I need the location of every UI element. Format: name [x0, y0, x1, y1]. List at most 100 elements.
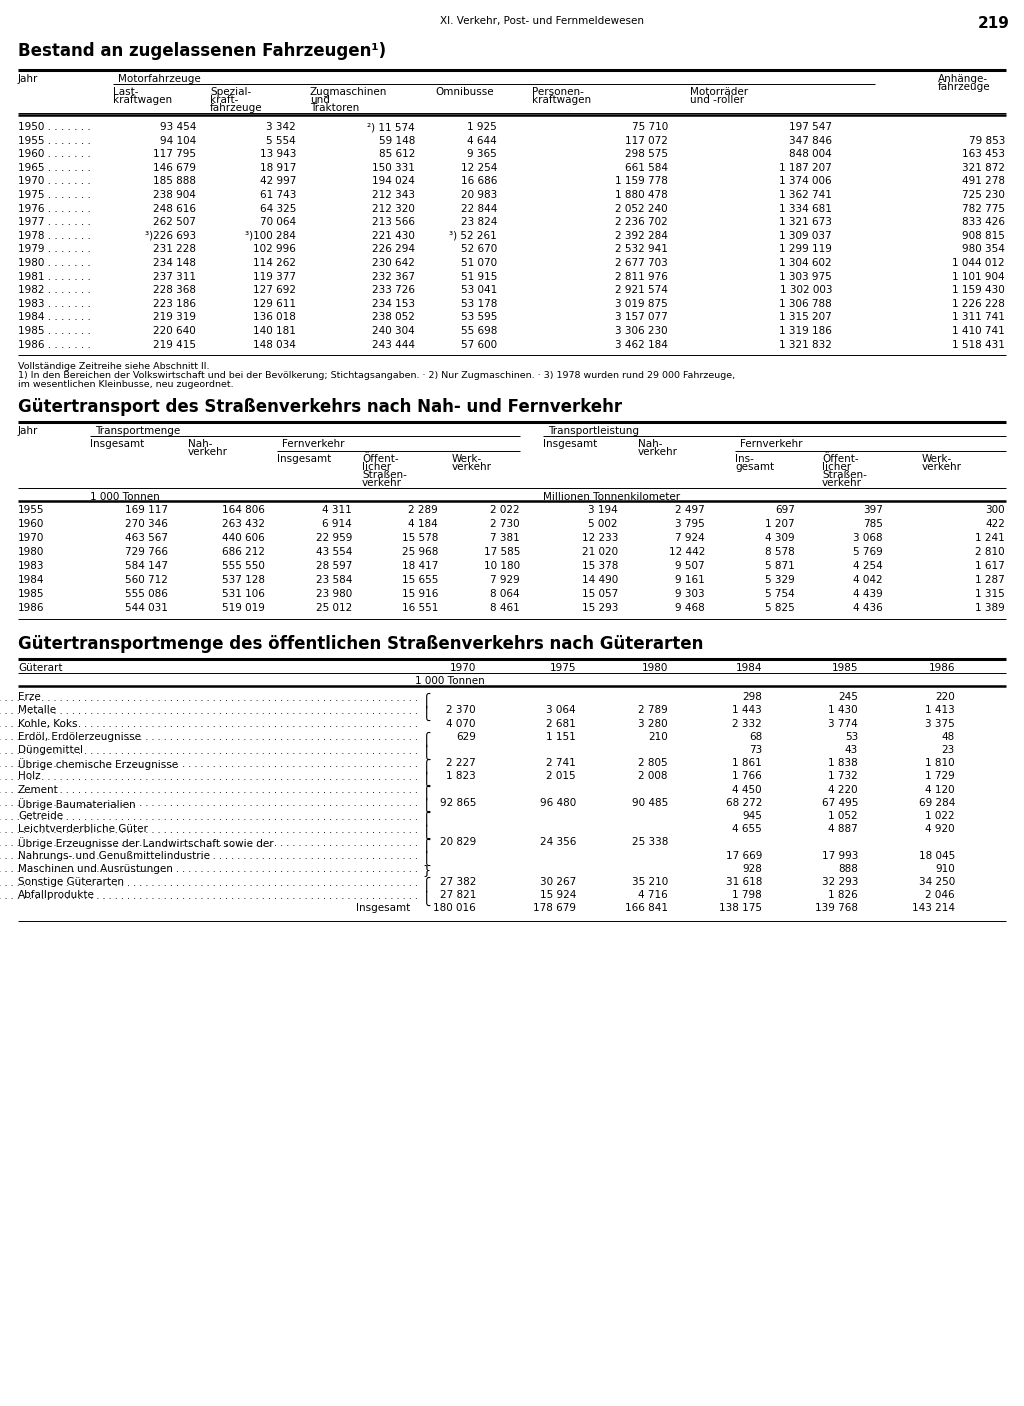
Text: 16 686: 16 686	[461, 176, 497, 187]
Text: 146 679: 146 679	[153, 163, 196, 173]
Text: 782 775: 782 775	[962, 204, 1005, 214]
Text: 48: 48	[942, 731, 955, 742]
Text: 1979 . . . . . . .: 1979 . . . . . . .	[18, 245, 91, 254]
Text: 8 578: 8 578	[765, 547, 795, 557]
Text: 1 798: 1 798	[732, 890, 762, 900]
Text: 2 046: 2 046	[926, 890, 955, 900]
Text: 1970: 1970	[450, 664, 476, 673]
Text: 53 178: 53 178	[461, 299, 497, 309]
Text: 27 382: 27 382	[439, 877, 476, 887]
Text: 4 120: 4 120	[926, 785, 955, 794]
Text: 1982 . . . . . . .: 1982 . . . . . . .	[18, 285, 91, 295]
Text: 1 000 Tonnen: 1 000 Tonnen	[90, 492, 160, 502]
Text: verkehr: verkehr	[922, 463, 962, 472]
Text: 223 186: 223 186	[153, 299, 196, 309]
Text: 1 732: 1 732	[828, 772, 858, 782]
Text: 22 959: 22 959	[315, 533, 352, 543]
Text: Metalle: Metalle	[18, 706, 56, 716]
Text: 92 865: 92 865	[439, 797, 476, 808]
Text: Erdöl, Erdölerzeugnisse: Erdöl, Erdölerzeugnisse	[18, 731, 141, 742]
Text: Öffent-: Öffent-	[822, 454, 859, 464]
Text: licher: licher	[822, 463, 851, 472]
Text: Übrige Baumaterialien: Übrige Baumaterialien	[18, 797, 135, 810]
Text: Transportleistung: Transportleistung	[548, 426, 639, 436]
Text: ³)226 693: ³)226 693	[144, 231, 196, 240]
Text: 23: 23	[942, 745, 955, 755]
Text: 93 454: 93 454	[160, 122, 196, 132]
Text: 1985: 1985	[18, 589, 44, 599]
Text: 1 413: 1 413	[926, 706, 955, 716]
Text: 2 370: 2 370	[446, 706, 476, 716]
Text: 1984 . . . . . . .: 1984 . . . . . . .	[18, 312, 91, 322]
Text: Nahrungs- und Genußmittelindustrie: Nahrungs- und Genußmittelindustrie	[18, 851, 210, 860]
Text: 13 943: 13 943	[260, 149, 296, 159]
Text: 210: 210	[648, 731, 668, 742]
Text: Bestand an zugelassenen Fahrzeugen¹): Bestand an zugelassenen Fahrzeugen¹)	[18, 42, 386, 60]
Text: 686 212: 686 212	[222, 547, 265, 557]
Text: 25 968: 25 968	[401, 547, 438, 557]
Text: 1984: 1984	[18, 575, 44, 585]
Text: ⎩: ⎩	[422, 706, 431, 721]
Text: 1980: 1980	[642, 664, 668, 673]
Text: 194 024: 194 024	[372, 176, 415, 187]
Text: 15 378: 15 378	[582, 561, 618, 571]
Text: 1 617: 1 617	[975, 561, 1005, 571]
Text: 1983: 1983	[18, 561, 44, 571]
Text: 4 436: 4 436	[853, 603, 883, 613]
Text: 945: 945	[742, 811, 762, 821]
Text: 102 996: 102 996	[253, 245, 296, 254]
Text: 138 175: 138 175	[719, 904, 762, 914]
Text: 3 064: 3 064	[547, 706, 575, 716]
Text: 96 480: 96 480	[540, 797, 575, 808]
Text: 220 640: 220 640	[154, 326, 196, 336]
Text: 2 741: 2 741	[546, 758, 575, 768]
Text: 1980 . . . . . . .: 1980 . . . . . . .	[18, 257, 91, 269]
Text: . . . . . . . . . . . . . . . . . . . . . . . . . . . . . . . . . . . . . . . . : . . . . . . . . . . . . . . . . . . . . …	[0, 851, 418, 860]
Text: 169 117: 169 117	[125, 505, 168, 515]
Text: 240 304: 240 304	[373, 326, 415, 336]
Text: Straßen-: Straßen-	[362, 470, 407, 481]
Text: 729 766: 729 766	[125, 547, 168, 557]
Text: Fernverkehr: Fernverkehr	[740, 439, 803, 449]
Text: 219 415: 219 415	[153, 340, 196, 350]
Text: 67 495: 67 495	[821, 797, 858, 808]
Text: 2 805: 2 805	[638, 758, 668, 768]
Text: 1 159 778: 1 159 778	[615, 176, 668, 187]
Text: 34 250: 34 250	[919, 877, 955, 887]
Text: 52 670: 52 670	[461, 245, 497, 254]
Text: Insgesamt: Insgesamt	[543, 439, 597, 449]
Text: 300: 300	[985, 505, 1005, 515]
Text: 3 068: 3 068	[853, 533, 883, 543]
Text: 221 430: 221 430	[372, 231, 415, 240]
Text: im wesentlichen Kleinbusse, neu zugeordnet.: im wesentlichen Kleinbusse, neu zugeordn…	[18, 380, 233, 389]
Text: 347 846: 347 846	[790, 135, 831, 146]
Text: 2 392 284: 2 392 284	[615, 231, 668, 240]
Text: 1 362 741: 1 362 741	[779, 190, 831, 200]
Text: 463 567: 463 567	[125, 533, 168, 543]
Text: 21 020: 21 020	[582, 547, 618, 557]
Text: fahrzeuge: fahrzeuge	[210, 103, 262, 112]
Text: Leichtverderbliche Güter: Leichtverderbliche Güter	[18, 824, 147, 834]
Text: 64 325: 64 325	[260, 204, 296, 214]
Text: 20 829: 20 829	[439, 838, 476, 848]
Text: 4 042: 4 042	[853, 575, 883, 585]
Text: 3 774: 3 774	[828, 718, 858, 728]
Text: und -roller: und -roller	[690, 96, 744, 105]
Text: ³) 52 261: ³) 52 261	[450, 231, 497, 240]
Text: 584 147: 584 147	[125, 561, 168, 571]
Text: ²) 11 574: ²) 11 574	[368, 122, 415, 132]
Text: 491 278: 491 278	[962, 176, 1005, 187]
Text: ⎧: ⎧	[422, 731, 431, 747]
Text: 10 180: 10 180	[484, 561, 520, 571]
Text: 1 303 975: 1 303 975	[779, 271, 831, 281]
Text: Insgesamt: Insgesamt	[355, 904, 410, 914]
Text: 2 236 702: 2 236 702	[615, 217, 668, 228]
Text: Jahr: Jahr	[18, 426, 38, 436]
Text: ⎧: ⎧	[422, 811, 431, 827]
Text: 212 320: 212 320	[372, 204, 415, 214]
Text: 166 841: 166 841	[625, 904, 668, 914]
Text: 560 712: 560 712	[125, 575, 168, 585]
Text: 3 019 875: 3 019 875	[615, 299, 668, 309]
Text: 1 287: 1 287	[975, 575, 1005, 585]
Text: 908 815: 908 815	[963, 231, 1005, 240]
